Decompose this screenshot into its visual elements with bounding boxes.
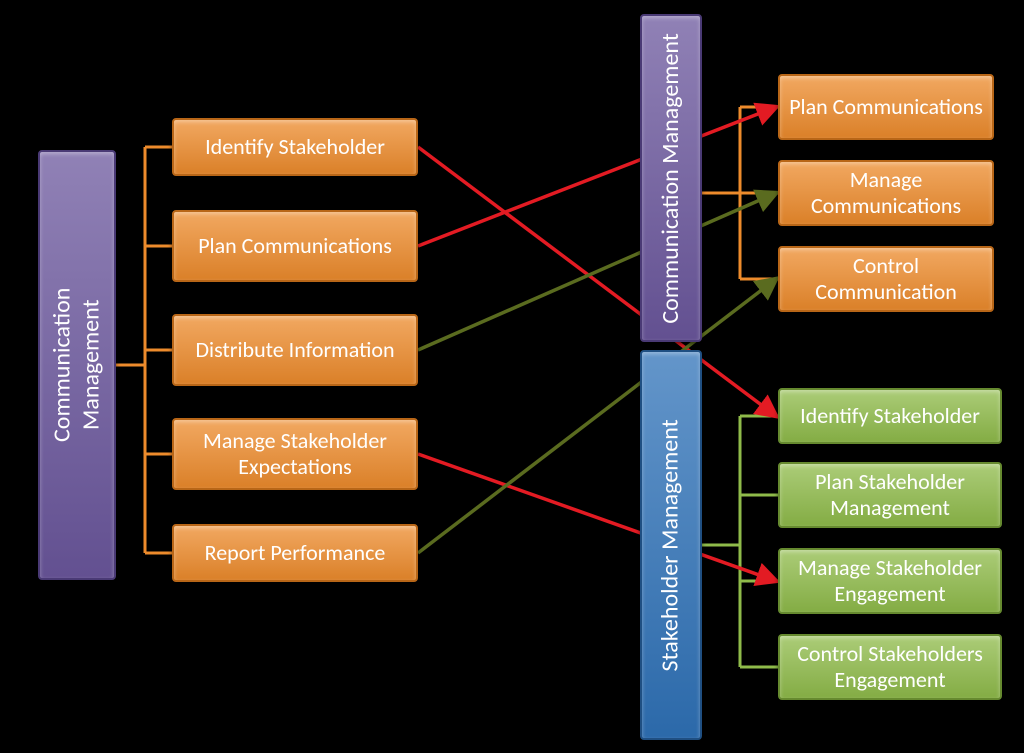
identify-stakeholder-right-label: Identify Stakeholder bbox=[800, 403, 980, 429]
manage-stakeholder-engagement-label: Manage Stakeholder Engagement bbox=[788, 555, 992, 608]
right-header-stakeholder-management-label: Stakeholder Management bbox=[657, 419, 686, 671]
identify-stakeholder-left: Identify Stakeholder bbox=[172, 118, 418, 176]
arrow-3 bbox=[418, 193, 776, 350]
plan-communications-right-label: Plan Communications bbox=[789, 94, 983, 120]
right-header-stakeholder-management: Stakeholder Management bbox=[640, 350, 702, 740]
control-stakeholders-engagement-label: Control Stakeholders Engagement bbox=[788, 641, 992, 694]
control-communication: Control Communication bbox=[778, 246, 994, 312]
plan-communications-left-label: Plan Communications bbox=[198, 233, 392, 259]
manage-stakeholder-exp-label: Manage Stakeholder Expectations bbox=[182, 428, 408, 481]
plan-stakeholder-management-label: Plan Stakeholder Management bbox=[788, 469, 992, 522]
bracket-left bbox=[116, 147, 172, 553]
manage-communications: Manage Communications bbox=[778, 160, 994, 226]
identify-stakeholder-right: Identify Stakeholder bbox=[778, 388, 1002, 444]
report-performance: Report Performance bbox=[172, 524, 418, 582]
distribute-information-label: Distribute Information bbox=[195, 337, 394, 363]
manage-stakeholder-engagement: Manage Stakeholder Engagement bbox=[778, 548, 1002, 614]
plan-stakeholder-management: Plan Stakeholder Management bbox=[778, 462, 1002, 528]
arrow-4 bbox=[418, 454, 776, 581]
distribute-information: Distribute Information bbox=[172, 314, 418, 386]
control-communication-label: Control Communication bbox=[788, 253, 984, 306]
report-performance-label: Report Performance bbox=[205, 540, 386, 566]
left-header-communication-management-label: Communication Management bbox=[48, 288, 106, 442]
right-header-communication-management-label: Communication Management bbox=[657, 33, 686, 324]
control-stakeholders-engagement: Control Stakeholders Engagement bbox=[778, 634, 1002, 700]
manage-stakeholder-exp: Manage Stakeholder Expectations bbox=[172, 418, 418, 490]
plan-communications-left: Plan Communications bbox=[172, 210, 418, 282]
plan-communications-right: Plan Communications bbox=[778, 74, 994, 140]
arrow-1 bbox=[418, 147, 776, 416]
manage-communications-label: Manage Communications bbox=[788, 167, 984, 220]
arrow-5 bbox=[418, 279, 776, 553]
identify-stakeholder-left-label: Identify Stakeholder bbox=[205, 134, 385, 160]
arrow-2 bbox=[418, 107, 776, 246]
right-header-communication-management: Communication Management bbox=[640, 14, 702, 342]
left-header-communication-management: Communication Management bbox=[38, 150, 116, 580]
bracket-right-top bbox=[702, 107, 778, 279]
bracket-right-bottom bbox=[702, 416, 778, 667]
